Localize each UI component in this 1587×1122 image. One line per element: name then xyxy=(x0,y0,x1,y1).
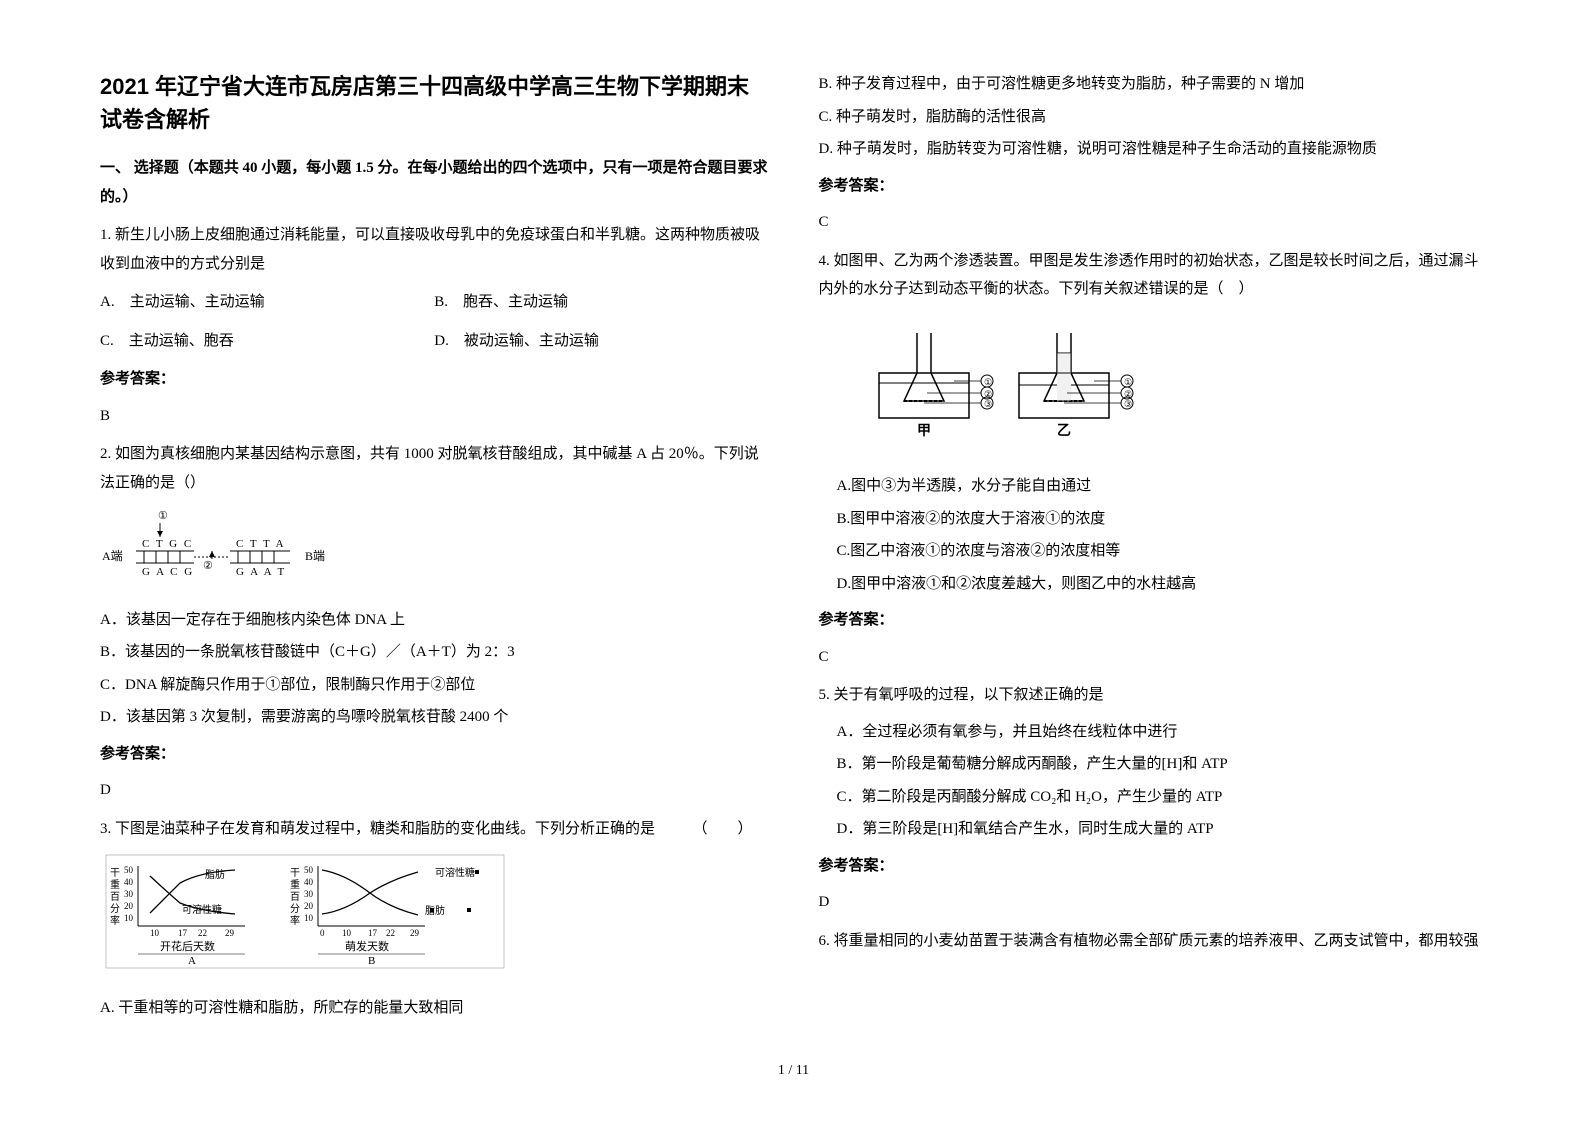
q4-option-d: D.图甲中溶液①和②浓度差越大，则图乙中的水柱越高 xyxy=(819,570,1488,599)
svg-text:G A C G: G A C G xyxy=(142,566,194,578)
q4-answer: C xyxy=(819,643,1488,672)
svg-text:30: 30 xyxy=(124,889,134,899)
q2-answer: D xyxy=(100,776,769,805)
svg-text:20: 20 xyxy=(304,901,314,911)
svg-text:③: ③ xyxy=(984,399,992,409)
svg-text:40: 40 xyxy=(304,877,314,887)
svg-text:0: 0 xyxy=(320,928,325,938)
svg-text:22: 22 xyxy=(198,928,207,938)
q1-option-b: B. 胞吞、主动运输 xyxy=(434,288,768,317)
svg-text:③: ③ xyxy=(1124,399,1132,409)
page-footer: 1 / 11 xyxy=(100,1058,1487,1085)
svg-text:10: 10 xyxy=(124,913,134,923)
q5-answer: D xyxy=(819,888,1488,917)
svg-text:B: B xyxy=(368,955,375,967)
q3-answer: C xyxy=(819,208,1488,237)
svg-text:萌发天数: 萌发天数 xyxy=(345,939,389,953)
svg-text:率: 率 xyxy=(290,914,300,927)
q1-option-d: D. 被动运输、主动运输 xyxy=(434,327,768,356)
svg-text:率: 率 xyxy=(110,914,120,927)
q4-option-a: A.图中③为半透膜，水分子能自由通过 xyxy=(819,472,1488,501)
svg-text:17: 17 xyxy=(178,928,188,938)
svg-text:10: 10 xyxy=(304,913,314,923)
q5-option-d: D．第三阶段是[H]和氧结合产生水，同时生成大量的 ATP xyxy=(819,815,1488,844)
svg-text:重: 重 xyxy=(290,878,300,891)
q5-text: 5. 关于有氧呼吸的过程，以下叙述正确的是 xyxy=(819,681,1488,710)
section-1-header: 一、 选择题（本题共 40 小题，每小题 1.5 分。在每小题给出的四个选项中，… xyxy=(100,154,769,211)
q3-option-b: B. 种子发育过程中，由于可溶性糖更多地转变为脂肪，种子需要的 N 增加 xyxy=(819,70,1488,99)
svg-text:可溶性糖: 可溶性糖 xyxy=(435,866,475,879)
svg-text:50: 50 xyxy=(124,865,134,875)
q3-option-d: D. 种子萌发时，脂肪转变为可溶性糖，说明可溶性糖是种子生命活动的直接能源物质 xyxy=(819,135,1488,164)
q5-option-a: A．全过程必须有氧参与，并且始终在线粒体中进行 xyxy=(819,718,1488,747)
q2-diag-right: B端 xyxy=(305,549,325,563)
q1-option-c: C. 主动运输、胞吞 xyxy=(100,327,434,356)
svg-text:30: 30 xyxy=(304,889,314,899)
q3-answer-label: 参考答案： xyxy=(819,172,1488,201)
svg-text:C T G C: C T G C xyxy=(142,538,193,550)
svg-text:脂肪: 脂肪 xyxy=(205,868,225,881)
q2-option-b: B．该基因的一条脱氧核苷酸链中（C＋G）／（A＋T）为 2：3 xyxy=(100,638,769,667)
q4-option-c: C.图乙中溶液①的浓度与溶液②的浓度相等 xyxy=(819,537,1488,566)
svg-text:50: 50 xyxy=(304,865,314,875)
q5-answer-label: 参考答案： xyxy=(819,852,1488,881)
q2-option-c: C．DNA 解旋酶只作用于①部位，限制酶只作用于②部位 xyxy=(100,671,769,700)
q1-answer: B xyxy=(100,402,769,431)
exam-title: 2021 年辽宁省大连市瓦房店第三十四高级中学高三生物下学期期末试卷含解析 xyxy=(100,70,769,136)
svg-text:干: 干 xyxy=(290,868,300,879)
svg-text:甲: 甲 xyxy=(917,423,931,439)
svg-text:百: 百 xyxy=(290,891,300,903)
q1-text: 1. 新生儿小肠上皮细胞通过消耗能量，可以直接吸收母乳中的免疫球蛋白和半乳糖。这… xyxy=(100,221,769,278)
svg-text:乙: 乙 xyxy=(1057,423,1071,439)
svg-text:22: 22 xyxy=(386,928,395,938)
svg-text:40: 40 xyxy=(124,877,134,887)
q6-text: 6. 将重量相同的小麦幼苗置于装满含有植物必需全部矿质元素的培养液甲、乙两支试管… xyxy=(819,927,1488,956)
svg-text:可溶性糖: 可溶性糖 xyxy=(182,903,222,916)
q4-text: 4. 如图甲、乙为两个渗透装置。甲图是发生渗透作用时的初始状态，乙图是较长时间之… xyxy=(819,247,1488,304)
svg-text:脂肪: 脂肪 xyxy=(425,904,445,917)
q5-option-c: C．第二阶段是丙酮酸分解成 CO₂和 H₂O，产生少量的 ATP xyxy=(819,783,1488,812)
q2-diag-marker1: ① xyxy=(158,510,168,522)
svg-text:17: 17 xyxy=(368,928,378,938)
svg-text:29: 29 xyxy=(225,928,235,938)
svg-text:G A A T: G A A T xyxy=(236,566,286,578)
svg-text:开花后天数: 开花后天数 xyxy=(160,940,215,953)
q3-option-a: A. 干重相等的可溶性糖和脂肪，所贮存的能量大致相同 xyxy=(100,994,769,1023)
svg-text:A: A xyxy=(188,955,196,967)
q2-diag-left: A端 xyxy=(102,549,123,563)
q2-option-d: D．该基因第 3 次复制，需要游离的鸟嘌呤脱氧核苷酸 2400 个 xyxy=(100,703,769,732)
svg-text:分: 分 xyxy=(110,903,120,915)
svg-text:①: ① xyxy=(1124,377,1132,387)
q5-option-b: B．第一阶段是葡萄糖分解成丙酮酸，产生大量的[H]和 ATP xyxy=(819,750,1488,779)
svg-text:①: ① xyxy=(984,377,992,387)
q3-text: 3. 下图是油菜种子在发育和萌发过程中，糖类和脂肪的变化曲线。下列分析正确的是 … xyxy=(100,815,769,844)
svg-text:分: 分 xyxy=(290,903,300,915)
svg-text:20: 20 xyxy=(124,901,134,911)
q2-gene-diagram: ① A端 B端 C T G C G A C G ② C T T A xyxy=(100,507,769,596)
q4-answer-label: 参考答案： xyxy=(819,606,1488,635)
svg-text:C T T A: C T T A xyxy=(236,538,286,550)
q2-answer-label: 参考答案： xyxy=(100,740,769,769)
q4-option-b: B.图甲中溶液②的浓度大于溶液①的浓度 xyxy=(819,505,1488,534)
q2-option-a: A．该基因一定存在于细胞核内染色体 DNA 上 xyxy=(100,606,769,635)
q4-osmosis-diagram: ① ② ③ 甲 ① ② xyxy=(859,318,1488,459)
q1-option-a: A. 主动运输、主动运输 xyxy=(100,288,434,317)
svg-text:重: 重 xyxy=(110,878,120,891)
svg-text:10: 10 xyxy=(342,928,352,938)
svg-text:10: 10 xyxy=(150,928,160,938)
svg-text:百: 百 xyxy=(110,891,120,903)
q3-option-c: C. 种子萌发时，脂肪酶的活性很高 xyxy=(819,103,1488,132)
svg-text:29: 29 xyxy=(410,928,420,938)
q2-diag-marker2: ② xyxy=(203,560,213,572)
q1-answer-label: 参考答案： xyxy=(100,365,769,394)
q3-chart-pair: 干 重 百 分 率 50 40 30 20 10 10 17 22 29 xyxy=(100,853,769,984)
q2-text: 2. 如图为真核细胞内某基因结构示意图，共有 1000 对脱氧核苷酸组成，其中碱… xyxy=(100,440,769,497)
svg-text:干: 干 xyxy=(110,868,120,879)
